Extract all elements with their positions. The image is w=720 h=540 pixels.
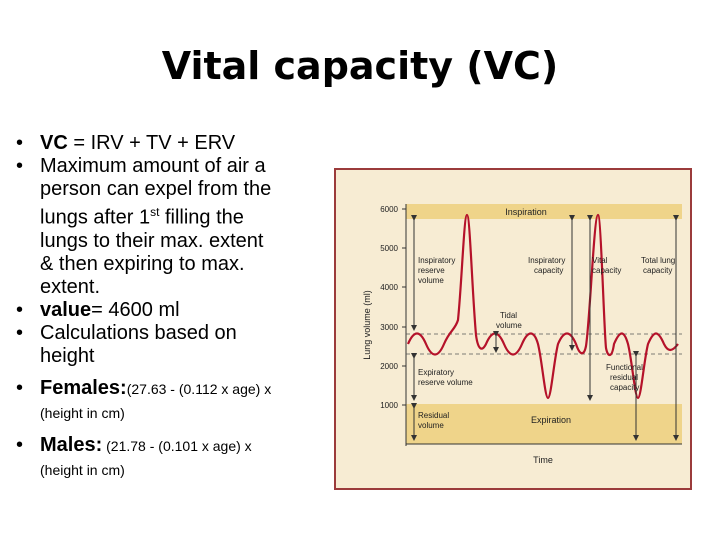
irv-label-1: Inspiratory [418,256,455,265]
region-labels: Inspiratory reserve volume Inspiratory c… [418,256,675,430]
ic-label-2: capacity [534,266,563,275]
females-formula: (27.63 - (0.112 x age) x [126,380,272,397]
definition-line-4: lungs to their max. extent [40,229,264,252]
males-term: Males: [40,433,103,456]
irv-label-2: reserve [418,266,445,275]
definition-line-1: Maximum amount of air a [40,155,266,177]
ic-label-1: Inspiratory [528,256,565,265]
tick-5000: 5000 [380,244,398,253]
tick-1000: 1000 [380,401,398,410]
bullet-females: Females:(27.63 - (0.112 x age) x (height… [14,377,334,425]
definition-line-5: & then expiring to max. [40,252,245,275]
lung-volume-svg: 6000 5000 4000 3000 2000 1000 Lung volum… [362,204,682,465]
y-ticks: 6000 5000 4000 3000 2000 1000 [380,205,398,410]
tv-label-1: Tidal [500,311,517,320]
frc-label-2: residual [610,373,638,382]
vc-label-2: capacity [592,266,621,275]
frc-label-1: Functional [606,363,643,372]
bullet-males: Males: (21.78 - (0.101 x age) x (height … [14,434,334,482]
y-tick-marks [402,208,406,406]
value-term: value [40,298,92,321]
tick-2000: 2000 [380,362,398,371]
value-text: = 4600 ml [91,298,180,321]
erv-label-1: Expiratory [418,368,454,377]
males-formula: (21.78 - (0.101 x age) x [102,437,252,454]
calc-line-2: height [40,344,95,367]
females-term: Females: [40,376,127,399]
frc-label-3: capacity [610,383,639,392]
inspiration-band [406,204,682,219]
tlc-label-2: capacity [643,266,672,275]
y-axis-label: Lung volume (ml) [362,290,372,360]
slide-title: Vital capacity (VC) [161,44,559,88]
inspiration-label: Inspiration [505,207,547,217]
definition-line-3b: filling the [159,206,244,229]
bullet-value: value= 4600 ml [14,299,334,322]
definition-line-3a: lungs after 1 [40,206,151,229]
bullet-vc-formula: VC = IRV + TV + ERV [14,132,334,155]
calc-line-1: Calculations based on [40,321,237,344]
vc-label-1: Vital [592,256,608,265]
capacity-arrows [411,215,679,441]
vc-formula: = IRV + TV + ERV [67,132,236,154]
definition-sup: st [150,205,160,219]
bullet-definition: Maximum amount of air a person can expel… [14,155,334,299]
tick-6000: 6000 [380,205,398,214]
volume-trace [406,213,679,400]
tlc-label-1: Total lung [641,256,675,265]
lung-volume-diagram: 6000 5000 4000 3000 2000 1000 Lung volum… [334,168,692,490]
erv-label-2: reserve volume [418,378,473,387]
bullet-calculations: Calculations based on height [14,322,334,368]
tv-label-2: volume [496,321,522,330]
bullet-list: VC = IRV + TV + ERV Maximum amount of ai… [14,132,334,482]
irv-label-3: volume [418,276,444,285]
definition-line-2: person can expel from the [40,178,272,200]
x-axis-label: Time [533,455,553,465]
rv-label-2: volume [418,421,444,430]
tick-3000: 3000 [380,323,398,332]
tick-4000: 4000 [380,283,398,292]
females-line-2: (height in cm) [40,404,125,421]
expiration-label: Expiration [531,415,571,425]
vc-term: VC [40,132,68,154]
males-line-2: (height in cm) [40,461,125,478]
rv-label-1: Residual [418,411,449,420]
definition-line-6: extent. [40,275,101,298]
